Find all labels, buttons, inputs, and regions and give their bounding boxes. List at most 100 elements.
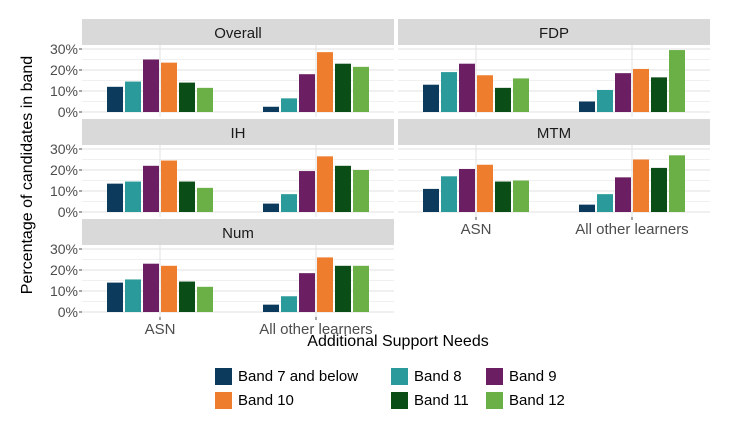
legend-swatch [391,368,408,385]
x-category-label: ASN [145,321,176,338]
bar [197,87,213,112]
bar [143,263,159,312]
legend-item-band-10: Band 10 [215,392,294,409]
bar [353,66,369,112]
legend-item-band-8: Band 8 [391,368,462,385]
bar [335,63,351,112]
bar [107,183,123,212]
panel-title: MTM [537,125,571,142]
legend-swatch [391,392,408,409]
bar [615,73,631,112]
bar [107,282,123,312]
panel-fdp: FDP [398,19,710,117]
legend-swatch [215,368,232,385]
bar [495,87,511,112]
bar [263,203,279,212]
panel-title: FDP [539,25,569,42]
panel-strip [82,119,394,145]
bar [423,188,439,212]
bar [633,159,649,212]
bar [281,98,297,112]
bar [423,84,439,112]
panel-title: Overall [214,25,262,42]
y-tick-label: 0% [58,204,78,220]
bar [299,273,315,312]
panel-strip [82,19,394,45]
bar [317,52,333,112]
bar [197,286,213,312]
y-tick-label: 30% [50,241,78,257]
bar [477,164,493,212]
legend-label: Band 8 [414,368,462,385]
bar [513,180,529,212]
bar [441,72,457,112]
y-tick-label: 10% [50,283,78,299]
legend-label: Band 10 [238,392,294,409]
y-tick-label: 10% [50,183,78,199]
legend-label: Band 12 [509,392,565,409]
legend-label: Band 7 and below [238,368,359,385]
legend-label: Band 9 [509,368,557,385]
bar [459,168,475,212]
bar [579,101,595,112]
legend-swatch [215,392,232,409]
bar [179,281,195,312]
y-tick-label: 30% [50,141,78,157]
x-category-label: All other learners [259,321,372,338]
y-tick-label: 0% [58,304,78,320]
panel-num: Num 0% 10% 20% 30% ASN All other learners [50,219,394,338]
bar [597,194,613,212]
y-tick-label: 20% [50,162,78,178]
bar [161,62,177,112]
y-tick-label: 30% [50,41,78,57]
bar [335,165,351,212]
bar [579,204,595,212]
panel-strip [398,119,710,145]
panel-title: Num [222,225,254,242]
legend: Band 7 and below Band 8 Band 9 Band 10 B… [215,366,615,414]
y-tick-label: 0% [58,104,78,120]
facet-panels: Overall 0% 10% 20% 30% FDP IH 0% 10% 20% 30% MTM ASN… [50,19,710,338]
y-tick-label: 20% [50,62,78,78]
bar [651,77,667,112]
bar [161,160,177,212]
x-axis-title: Additional Support Needs [307,333,488,350]
bar [633,68,649,112]
bar [335,265,351,312]
bar [107,86,123,112]
panel-ih: IH 0% 10% 20% 30% [50,119,394,220]
bar [459,63,475,112]
legend-swatch [486,392,503,409]
bar [143,165,159,212]
bar [263,106,279,112]
legend-item-band-11: Band 11 [391,392,469,409]
panel-mtm: MTM ASN All other learners [398,119,710,238]
bar [317,156,333,212]
bar [441,176,457,212]
bar [299,74,315,112]
legend-item-band-7-and-below: Band 7 and below [215,368,358,385]
bar [125,181,141,212]
bar [651,167,667,212]
bar [477,75,493,112]
y-tick-label: 20% [50,262,78,278]
bar [179,181,195,212]
y-tick-label: 10% [50,83,78,99]
bar [669,155,685,212]
bar [125,81,141,112]
bar [669,50,685,112]
y-axis-title: Percentage of candidates in band [19,56,36,294]
bar [281,296,297,312]
bar [125,279,141,312]
bar [281,194,297,212]
bar [597,89,613,112]
legend-label: Band 11 [414,392,469,409]
bar [353,170,369,212]
bar [161,265,177,312]
legend-swatch [486,368,503,385]
bar [353,265,369,312]
bar [179,82,195,112]
panel-overall: Overall 0% 10% 20% 30% [50,19,394,120]
bar [197,187,213,212]
panel-title: IH [231,125,246,142]
